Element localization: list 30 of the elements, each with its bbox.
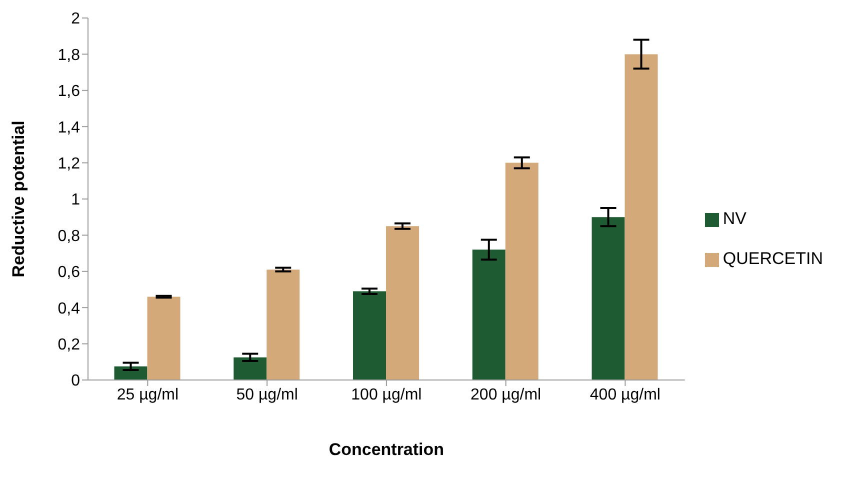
bar bbox=[592, 217, 625, 380]
y-tick-label: 0,2 bbox=[58, 336, 80, 354]
x-axis-title: Concentration bbox=[328, 440, 444, 459]
x-tick-label: 400 µg/ml bbox=[590, 386, 660, 404]
x-tick-label: 50 µg/ml bbox=[236, 386, 298, 404]
x-tick-label: 25 µg/ml bbox=[116, 386, 179, 404]
y-tick-label: 1,4 bbox=[58, 119, 80, 136]
x-tick-label: 200 µg/ml bbox=[470, 386, 542, 404]
y-tick-label: 1 bbox=[71, 192, 80, 209]
y-tick-label: 1,2 bbox=[58, 155, 80, 172]
bar bbox=[114, 366, 148, 380]
y-tick-label: 0 bbox=[71, 372, 80, 390]
bar bbox=[505, 162, 538, 380]
y-tick-label: 0,4 bbox=[58, 300, 80, 318]
bar bbox=[386, 226, 420, 380]
bar bbox=[624, 54, 658, 380]
y-tick-label: 2 bbox=[71, 10, 80, 28]
y-tick-label: 0,6 bbox=[58, 264, 80, 282]
bar bbox=[234, 357, 267, 380]
legend-label: NV bbox=[722, 209, 746, 228]
y-tick-label: 1,8 bbox=[58, 46, 80, 64]
bar bbox=[472, 250, 506, 380]
y-axis-title: Reductive potential bbox=[9, 120, 28, 278]
bar bbox=[353, 291, 386, 380]
y-tick-label: 0,8 bbox=[58, 228, 80, 245]
y-tick-label: 1,6 bbox=[58, 83, 80, 100]
bar bbox=[147, 296, 180, 380]
x-tick-label: 100 µg/ml bbox=[351, 386, 422, 404]
bar bbox=[266, 270, 300, 380]
legend-label: QUERCETIN bbox=[722, 249, 823, 268]
